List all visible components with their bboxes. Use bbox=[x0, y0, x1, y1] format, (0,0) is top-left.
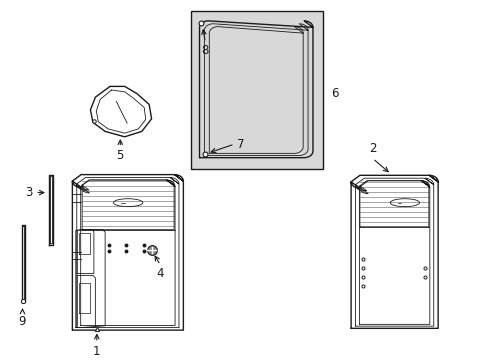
Text: 8: 8 bbox=[201, 44, 209, 57]
Text: 4: 4 bbox=[156, 267, 164, 280]
Text: 9: 9 bbox=[19, 315, 26, 328]
FancyBboxPatch shape bbox=[190, 11, 322, 169]
Text: 1: 1 bbox=[93, 345, 101, 357]
Text: 3: 3 bbox=[25, 186, 33, 199]
Text: 5: 5 bbox=[116, 149, 124, 162]
Text: 2: 2 bbox=[368, 142, 376, 155]
Text: 7: 7 bbox=[237, 138, 244, 150]
Ellipse shape bbox=[389, 199, 419, 207]
Text: 6: 6 bbox=[331, 87, 338, 100]
Ellipse shape bbox=[113, 199, 142, 207]
